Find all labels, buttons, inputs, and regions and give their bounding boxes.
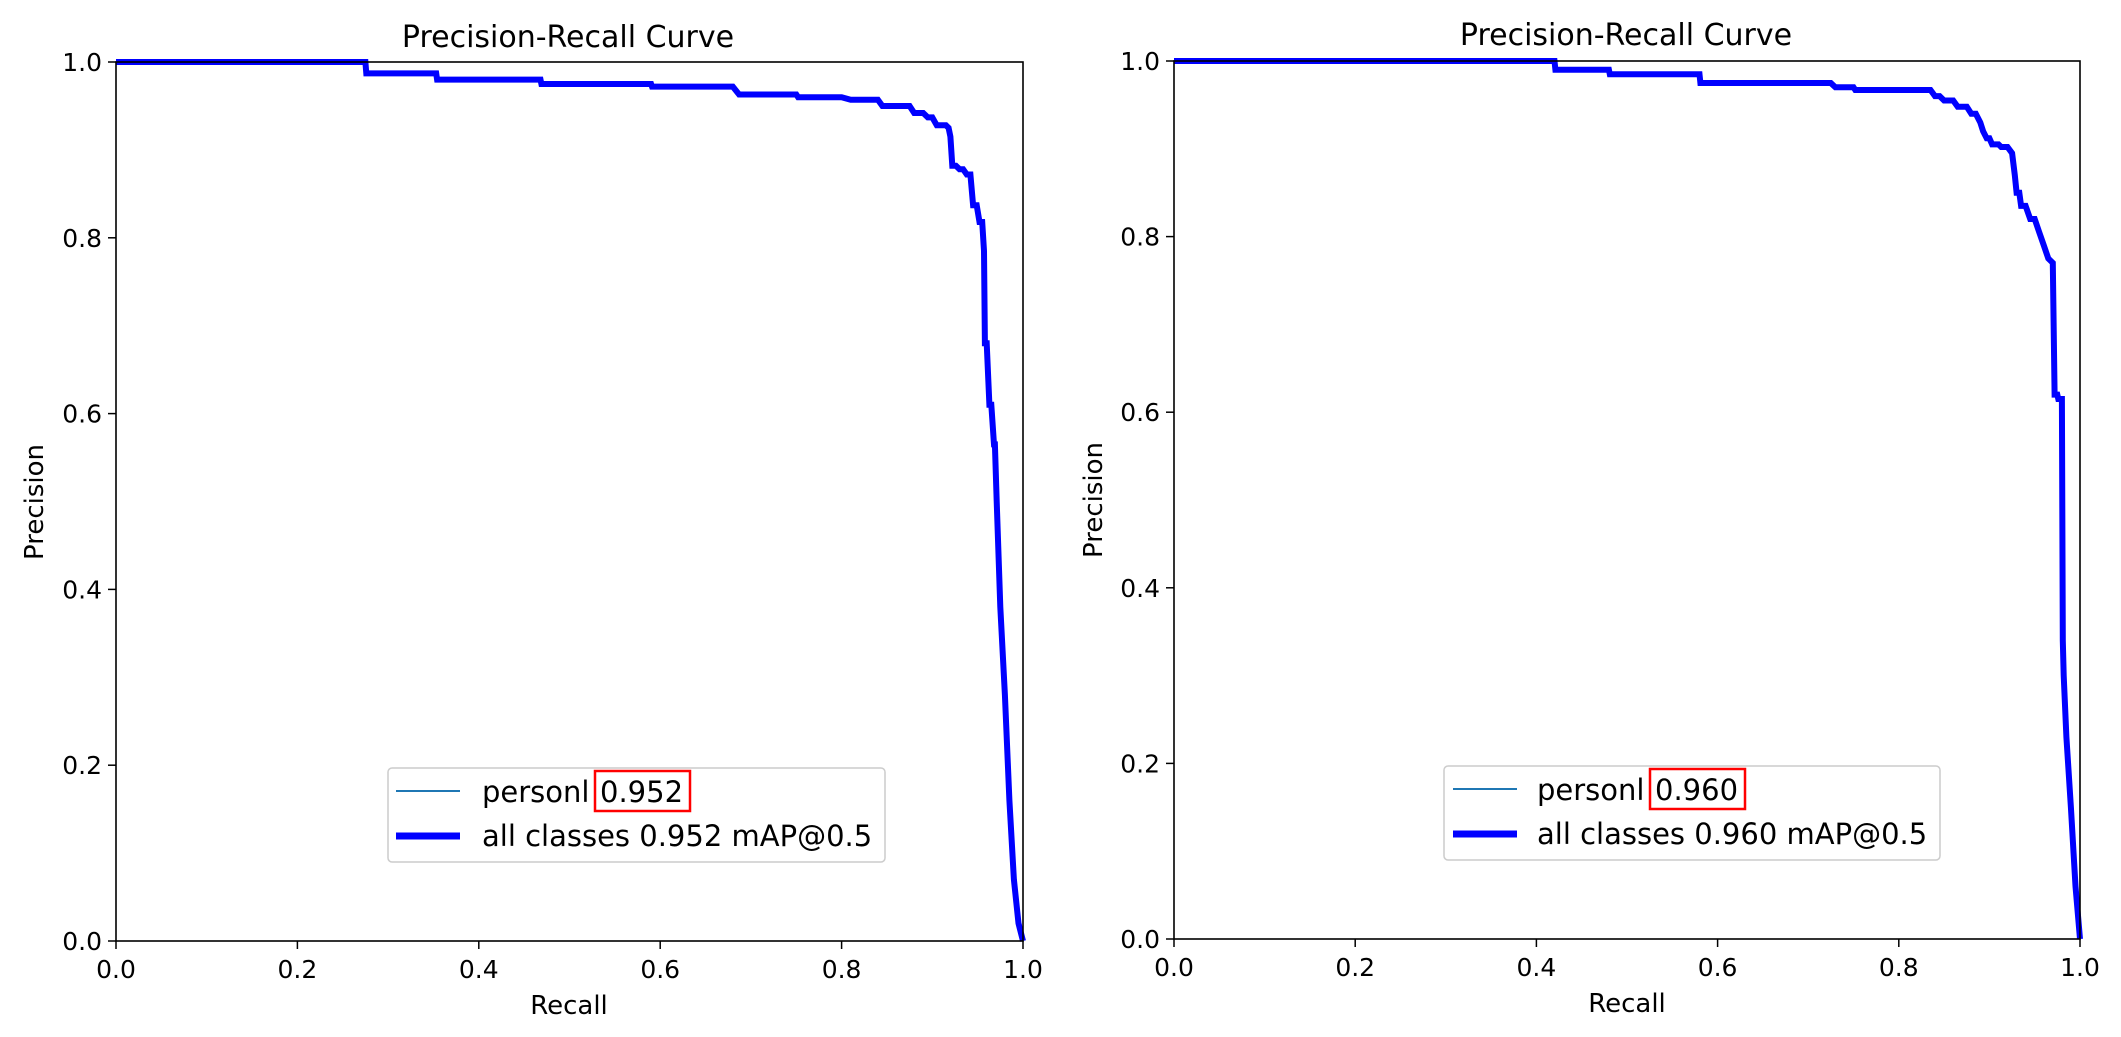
- legend-value-highlight-box: [593, 769, 692, 813]
- x-tick-label: 1.0: [1003, 955, 1043, 984]
- y-axis-label: Precision: [20, 444, 50, 560]
- legend-label-personl: personl: [1537, 773, 1644, 807]
- y-tick-label: 0.0: [1120, 925, 1160, 954]
- y-tick-label: 0.6: [62, 400, 102, 429]
- legend-label-all-classes: all classes 0.960 mAP@0.5: [1537, 817, 1927, 851]
- chart-right: Precision-Recall Curve 0.0 0.2 0.4 0.6 0.8 1.…: [1079, 18, 2100, 1019]
- legend-frame: [1443, 765, 1941, 861]
- x-tick-label: 0.2: [278, 955, 318, 984]
- legend-value-highlight-box: [1648, 767, 1747, 811]
- y-tick-label: 0.6: [1120, 398, 1160, 427]
- legend-label-all-classes: all classes 0.952 mAP@0.5: [482, 819, 872, 853]
- legend: personl 0.952 all classes 0.952 mAP@0.5: [387, 767, 886, 863]
- y-tick-label: 0.2: [1120, 749, 1160, 778]
- y-tick-label: 0.4: [62, 575, 102, 604]
- x-tick-label: 0.0: [1154, 953, 1194, 982]
- x-tick-label: 0.8: [822, 955, 862, 984]
- legend-label-personl: personl: [482, 775, 589, 809]
- y-axis-label: Precision: [1079, 442, 1109, 558]
- x-axis-label: Recall: [1588, 989, 1666, 1019]
- axes-frame: [1173, 60, 2081, 940]
- chart-title: Precision-Recall Curve: [402, 20, 734, 55]
- series-line-all-classes: [116, 59, 1026, 942]
- y-tick-label: 0.8: [1120, 223, 1160, 252]
- x-axis-label: Recall: [530, 991, 608, 1021]
- axis-ticks: 0.0 0.2 0.4 0.6 0.8 1.0 0.0 0.2 0.4 0.6 0.8 1.0: [1120, 47, 2100, 982]
- x-tick-label: 0.4: [1517, 953, 1557, 982]
- legend: personl 0.960 all classes 0.960 mAP@0.5: [1443, 765, 1941, 861]
- y-tick-label: 0.0: [62, 927, 102, 956]
- legend-value-personl: 0.952: [600, 775, 683, 809]
- chart-title: Precision-Recall Curve: [1460, 18, 1792, 53]
- y-tick-label: 1.0: [1120, 47, 1160, 76]
- y-tick-label: 0.8: [62, 224, 102, 253]
- legend-value-personl: 0.960: [1655, 773, 1738, 807]
- x-tick-label: 0.4: [459, 955, 499, 984]
- x-tick-label: 0.6: [640, 955, 680, 984]
- y-tick-label: 1.0: [62, 48, 102, 77]
- series-line-all-classes: [1174, 58, 2083, 940]
- x-tick-label: 0.8: [1879, 953, 1919, 982]
- x-tick-label: 0.6: [1698, 953, 1738, 982]
- y-tick-label: 0.2: [62, 751, 102, 780]
- x-tick-label: 0.2: [1335, 953, 1375, 982]
- x-tick-label: 1.0: [2060, 953, 2100, 982]
- plot-area: [116, 59, 1026, 942]
- legend-frame: [387, 767, 886, 863]
- chart-left: Precision-Recall Curve 0.0 0.2 0.4 0.6 0.8 1.…: [20, 20, 1043, 1021]
- x-tick-label: 0.0: [96, 955, 136, 984]
- plot-area: [1174, 58, 2083, 940]
- y-tick-label: 0.4: [1120, 574, 1160, 603]
- axis-ticks: 0.0 0.2 0.4 0.6 0.8 1.0 0.0 0.2 0.4 0.6 0.8 1.0: [62, 48, 1043, 984]
- axes-frame: [115, 61, 1024, 942]
